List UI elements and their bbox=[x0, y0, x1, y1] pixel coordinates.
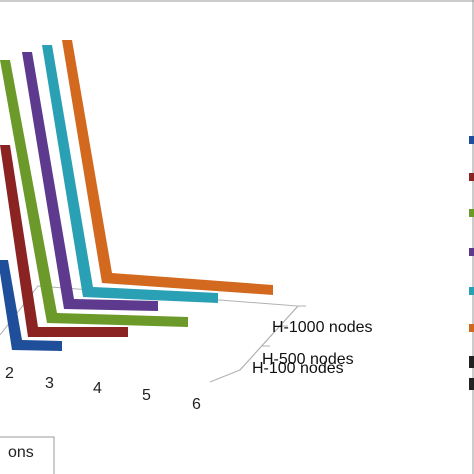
axis-line bbox=[239, 305, 299, 371]
legend-swatch bbox=[469, 287, 474, 295]
series-ribbons bbox=[0, 40, 273, 351]
depth-labels: H-1000 nodes H-500 nodes H-100 nodes bbox=[252, 319, 373, 377]
legend-swatch bbox=[469, 173, 474, 181]
x-tick-label: 3 bbox=[45, 375, 54, 392]
depth-label: H-1000 nodes bbox=[272, 319, 373, 336]
series-ribbon bbox=[42, 45, 218, 303]
series-ribbon bbox=[0, 145, 128, 337]
legend-marker bbox=[469, 356, 474, 368]
x-tick-label: 6 bbox=[192, 396, 201, 413]
legend bbox=[469, 136, 474, 390]
legend-swatch bbox=[469, 209, 474, 217]
depth-label: H-500 nodes bbox=[262, 351, 354, 368]
x-tick-label: 2 bbox=[5, 365, 14, 382]
x-tick-labels: 2 3 4 5 6 bbox=[5, 365, 201, 413]
legend-swatch bbox=[469, 136, 474, 144]
legend-swatch bbox=[469, 324, 474, 332]
series-ribbon bbox=[62, 40, 273, 295]
legend-marker bbox=[469, 378, 474, 390]
axis-line bbox=[209, 369, 241, 383]
x-tick-label: 5 bbox=[142, 387, 151, 404]
axis-title: ons bbox=[8, 444, 34, 461]
series-ribbon bbox=[22, 52, 158, 311]
x-tick-label: 4 bbox=[93, 380, 102, 397]
legend-swatch bbox=[469, 248, 474, 256]
depth-label: H-100 nodes bbox=[252, 360, 344, 377]
series-ribbon bbox=[0, 60, 188, 327]
axis-title-box: ons bbox=[0, 436, 55, 474]
series-ribbon bbox=[0, 260, 62, 351]
